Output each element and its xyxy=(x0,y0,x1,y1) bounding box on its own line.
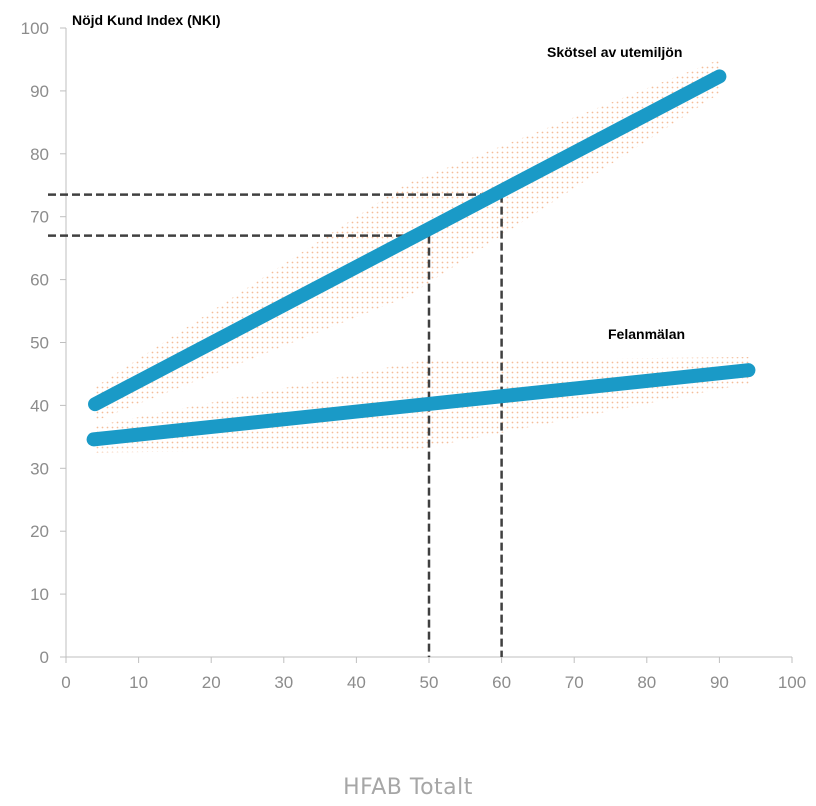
y-tick-label: 40 xyxy=(30,396,49,415)
y-tick-label: 100 xyxy=(21,19,49,38)
series-lines xyxy=(86,69,756,447)
x-tick-label: 0 xyxy=(61,673,70,692)
x-tick-label: 60 xyxy=(492,673,511,692)
y-tick-label: 70 xyxy=(30,208,49,227)
y-tick-label: 0 xyxy=(40,648,49,667)
y-axis-label: Nöjd Kund Index (NKI) xyxy=(72,12,221,28)
y-tick-label: 80 xyxy=(30,145,49,164)
y-tick-label: 10 xyxy=(30,585,49,604)
x-tick-label: 80 xyxy=(637,673,656,692)
x-tick-label: 100 xyxy=(778,673,806,692)
y-tick-label: 30 xyxy=(30,459,49,478)
x-tick-label: 70 xyxy=(565,673,584,692)
x-tick-label: 20 xyxy=(202,673,221,692)
reference-guides xyxy=(48,193,503,657)
x-tick-label: 50 xyxy=(420,673,439,692)
y-tick-label: 90 xyxy=(30,82,49,101)
x-tick-label: 40 xyxy=(347,673,366,692)
series-label-felanmalan: Felanmälan xyxy=(608,326,685,342)
x-tick-label: 10 xyxy=(129,673,148,692)
y-tick-label: 60 xyxy=(30,271,49,290)
series-label-skotsel: Skötsel av utemiljön xyxy=(547,44,682,60)
x-tick-label: 90 xyxy=(710,673,729,692)
series-line-1 xyxy=(86,363,756,447)
series-line-0 xyxy=(88,69,727,412)
x-tick-label: 30 xyxy=(274,673,293,692)
footer-label: HFAB Totalt xyxy=(343,775,473,800)
y-tick-label: 20 xyxy=(30,522,49,541)
y-tick-label: 50 xyxy=(30,334,49,353)
axes: 0 10 20 30 40 50 60 70 80 90 100 0 10 20 30 40 50 60 70 80 9… xyxy=(21,19,807,692)
